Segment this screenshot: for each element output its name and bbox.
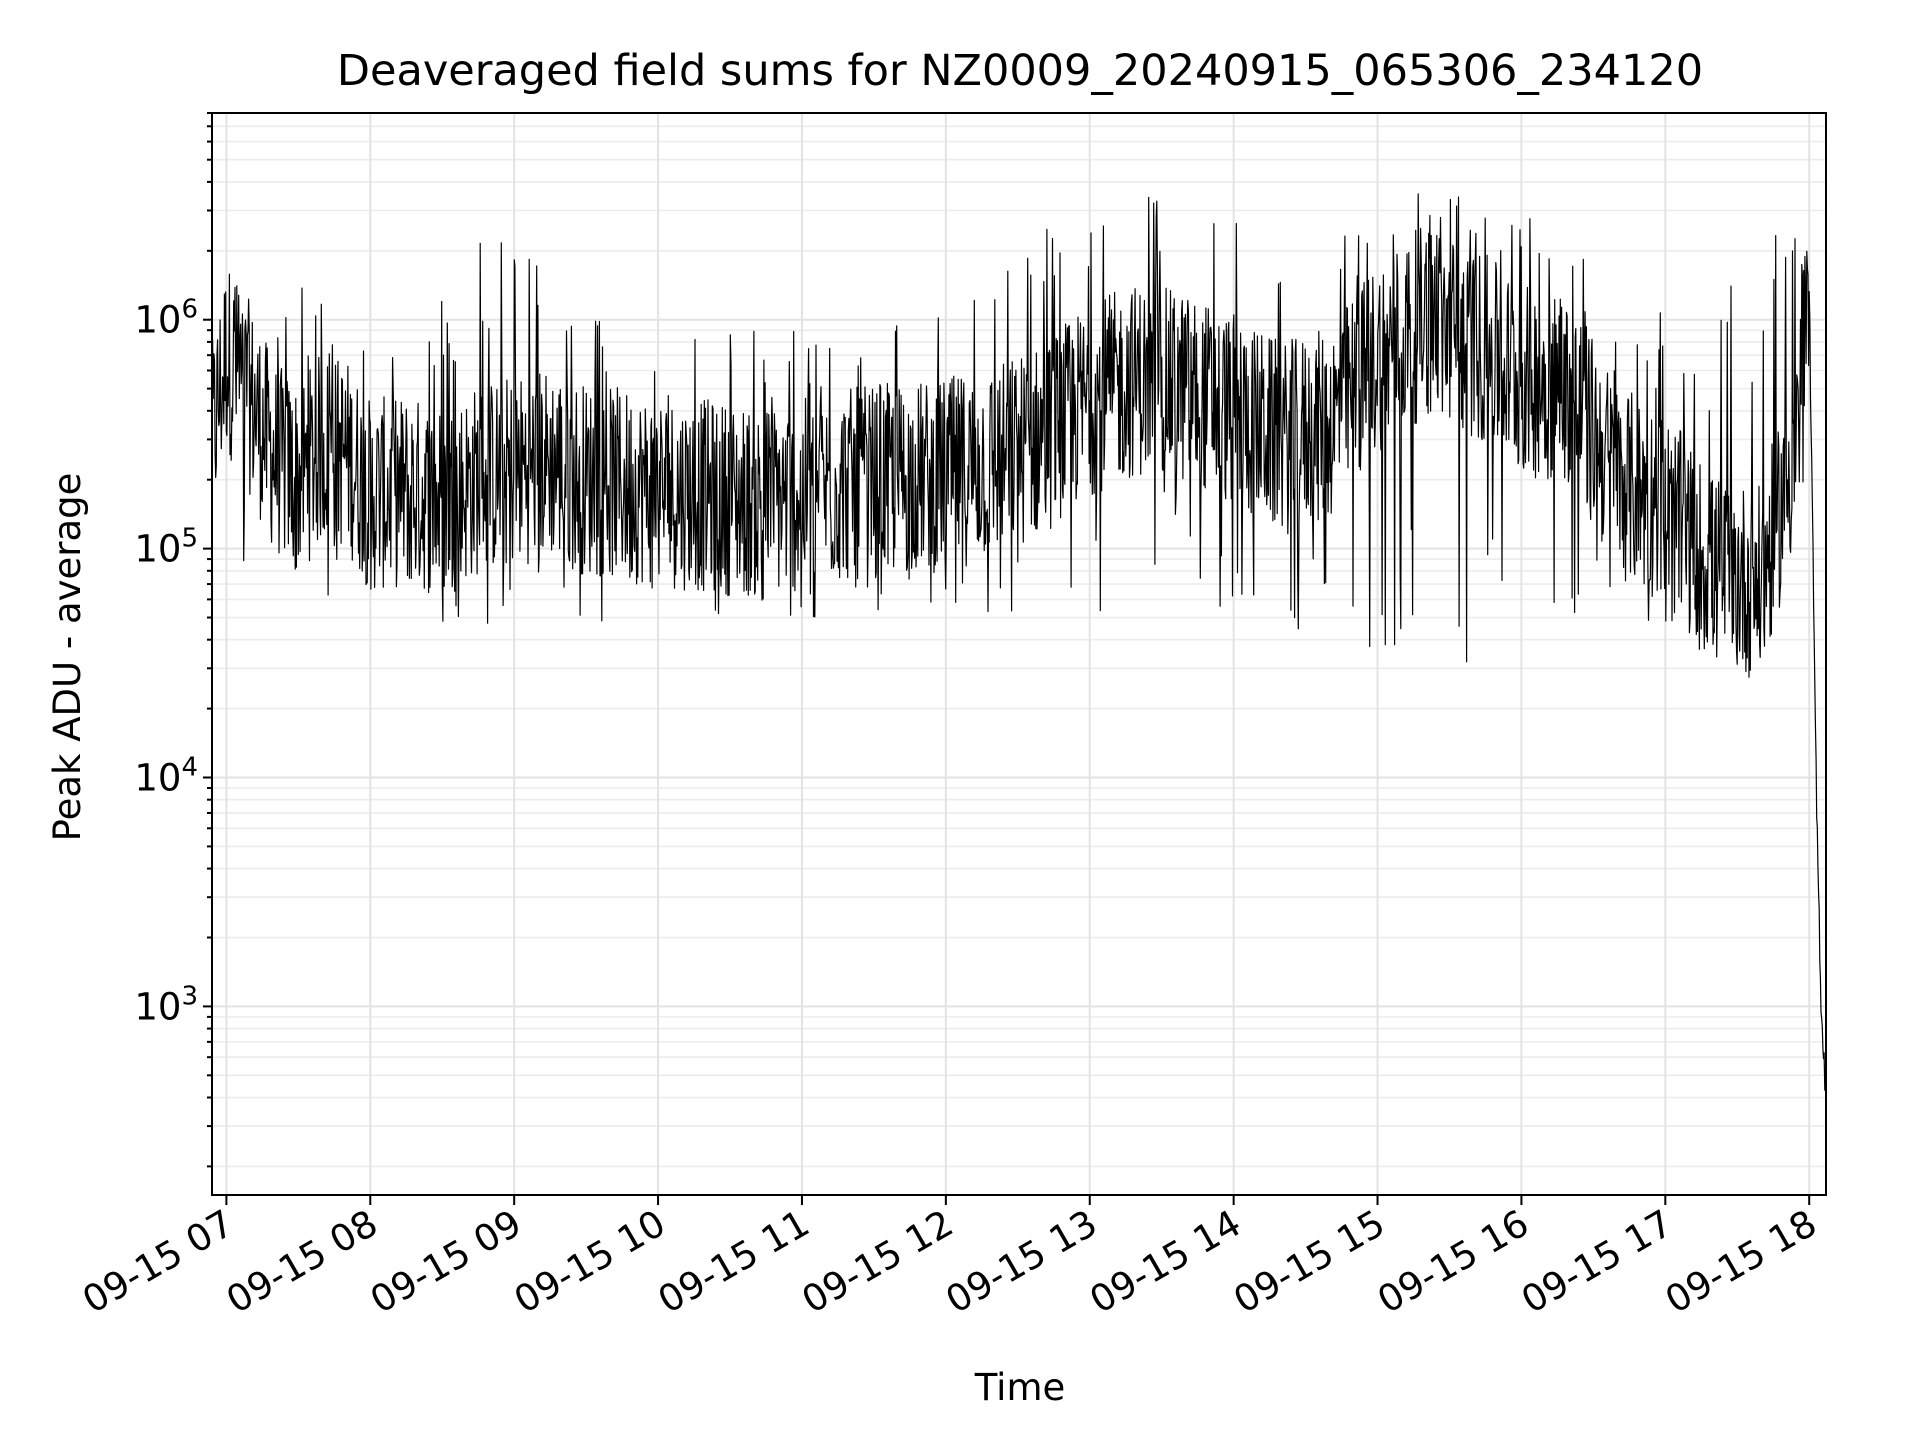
x-axis-label: Time (974, 1366, 1066, 1409)
grid (212, 112, 1826, 1195)
y-tick-label: 103 (134, 981, 198, 1028)
y-tick-label: 106 (134, 295, 198, 342)
series-line (211, 193, 1827, 1091)
y-tick-label: 104 (134, 753, 198, 800)
plot-frame (211, 112, 1827, 1196)
y-axis-label: Peak ADU - average (46, 473, 89, 842)
y-tick-label: 105 (134, 524, 198, 571)
chart-title: Deaveraged field sums for NZ0009_2024091… (337, 46, 1703, 96)
series (211, 193, 1827, 1091)
